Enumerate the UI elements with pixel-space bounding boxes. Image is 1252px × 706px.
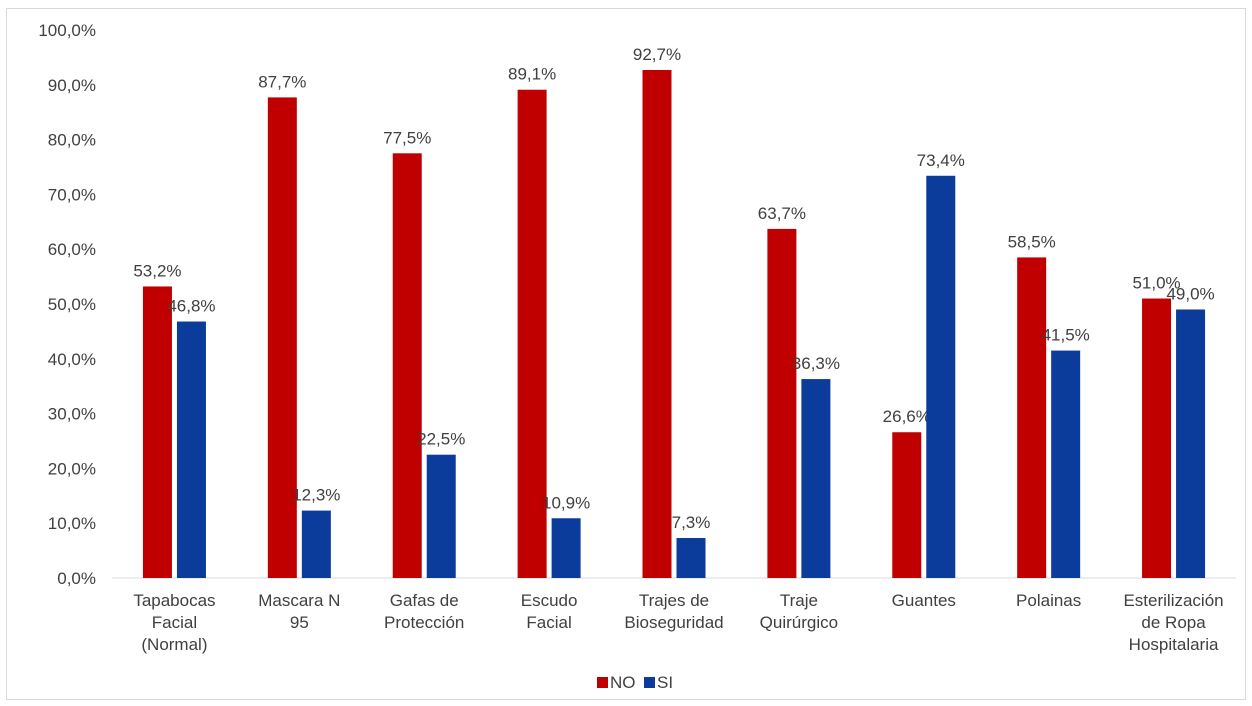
bar-si (676, 537, 706, 578)
data-label: 63,7% (758, 204, 806, 223)
bar-si (176, 321, 206, 578)
y-tick-label: 100,0% (38, 21, 96, 40)
x-category-label: Guantes (892, 591, 956, 610)
legend-label-no: NO (610, 673, 636, 692)
data-label: 36,3% (792, 354, 840, 373)
bar-si (1176, 309, 1206, 578)
y-tick-label: 80,0% (48, 131, 96, 150)
x-category-label: Mascara N 95 (258, 591, 340, 632)
y-tick-label: 20,0% (48, 459, 96, 478)
x-category-label-line: Bioseguridad (624, 613, 723, 632)
data-label: 26,6% (883, 407, 931, 426)
bar-no (1142, 298, 1172, 578)
x-category-label-line: Trajes de (639, 591, 709, 610)
x-category-label-line: Traje (780, 591, 818, 610)
x-category-label: Escudo Facial (521, 591, 578, 632)
bar-no (1017, 257, 1047, 578)
x-category-label-line: Guantes (892, 591, 956, 610)
data-label: 22,5% (417, 430, 465, 449)
data-label: 58,5% (1008, 232, 1056, 251)
x-category-label: Esterilización de Ropa Hospitalaria (1123, 591, 1223, 654)
data-label: 51,0% (1132, 274, 1180, 293)
x-category-label: Trajes de Bioseguridad (624, 591, 723, 632)
y-tick-label: 90,0% (48, 76, 96, 95)
x-category-label-line: de Ropa (1141, 613, 1206, 632)
data-label: 92,7% (633, 45, 681, 64)
x-category-label-line: Facial (152, 613, 197, 632)
x-category-label: Gafas de Protección (384, 591, 464, 632)
x-category-label: Tapabocas Facial (Normal) (133, 591, 215, 654)
x-category-label-line: Esterilización (1123, 591, 1223, 610)
bar-no (267, 97, 297, 579)
data-label: 89,1% (508, 65, 556, 84)
data-label: 53,2% (133, 261, 181, 280)
x-category-label-line: Gafas de (390, 591, 459, 610)
y-tick-label: 50,0% (48, 295, 96, 314)
bar-no (892, 432, 922, 578)
bar-no (517, 89, 547, 579)
data-label: 10,9% (542, 493, 590, 512)
data-label: 49,0% (1166, 284, 1214, 303)
x-category-label-line: Hospitalaria (1129, 635, 1219, 654)
data-label: 73,4% (917, 151, 965, 170)
bar-si (301, 510, 331, 578)
y-tick-label: 70,0% (48, 185, 96, 204)
legend-swatch-no (597, 677, 608, 688)
x-category-label-line: (Normal) (141, 635, 207, 654)
y-tick-label: 0,0% (57, 569, 96, 588)
legend-swatch-si (644, 677, 655, 688)
data-label: 77,5% (383, 128, 431, 147)
bar-no (142, 286, 172, 578)
bar-no (767, 228, 797, 578)
legend-label-si: SI (657, 673, 673, 692)
data-label: 87,7% (258, 72, 306, 91)
bar-si (551, 518, 581, 578)
x-category-label: Traje Quirúrgico (760, 591, 838, 632)
x-category-label-line: Escudo (521, 591, 578, 610)
y-tick-label: 40,0% (48, 350, 96, 369)
data-label: 46,8% (167, 297, 215, 316)
bar-si (1051, 350, 1081, 578)
data-label: 12,3% (292, 486, 340, 505)
data-label: 41,5% (1042, 326, 1090, 345)
x-category-label-line: Protección (384, 613, 464, 632)
x-category-label: Polainas (1016, 591, 1081, 610)
x-category-label-line: Polainas (1016, 591, 1081, 610)
x-category-label-line: 95 (290, 613, 309, 632)
x-category-label-line: Tapabocas (133, 591, 215, 610)
y-tick-label: 10,0% (48, 514, 96, 533)
bar-no (642, 70, 672, 578)
data-label: 7,3% (672, 513, 711, 532)
x-category-label-line: Facial (526, 613, 571, 632)
bar-si (801, 379, 831, 578)
y-tick-label: 60,0% (48, 240, 96, 259)
bar-si (926, 175, 956, 578)
x-category-label-line: Mascara N (258, 591, 340, 610)
x-category-label-line: Quirúrgico (760, 613, 838, 632)
bar-si (426, 454, 456, 578)
bar-no (392, 153, 422, 579)
y-tick-label: 30,0% (48, 405, 96, 424)
